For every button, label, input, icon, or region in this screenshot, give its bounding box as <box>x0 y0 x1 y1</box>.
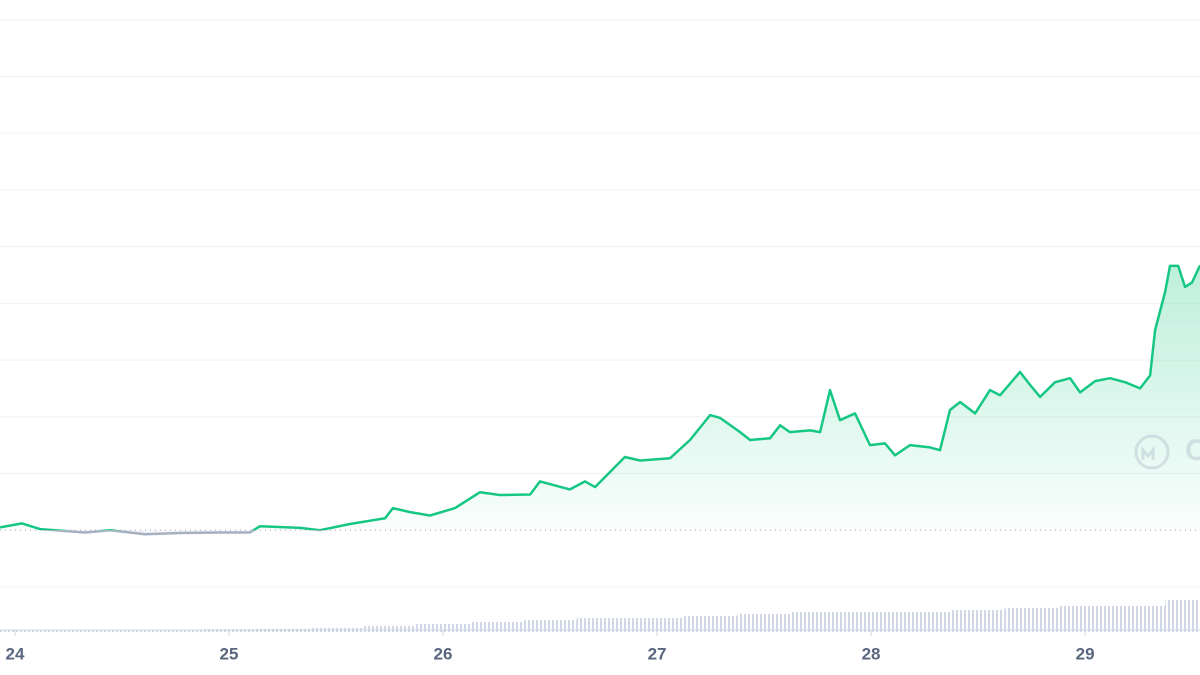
x-axis: 24 25 26 27 28 29 <box>0 629 1200 663</box>
price-line <box>0 264 1200 536</box>
volume-bar <box>630 618 684 632</box>
volume-bar <box>1111 606 1166 632</box>
volume-bar <box>683 616 738 632</box>
volume-bar <box>416 624 470 632</box>
volume-bar <box>790 612 845 632</box>
volume-bar <box>576 618 631 632</box>
volume-bar <box>737 614 791 632</box>
volume-bar <box>1058 606 1112 632</box>
x-tick-label: 28 <box>862 644 881 663</box>
volume-bar <box>951 610 1005 632</box>
volume-bar <box>844 612 898 632</box>
volume <box>0 600 1200 632</box>
x-tick-label: 29 <box>1076 644 1095 663</box>
x-tick-label: 27 <box>648 644 667 663</box>
volume-bar <box>469 622 524 632</box>
volume-bar <box>1165 600 1200 632</box>
x-tick-label: 25 <box>220 644 239 663</box>
volume-bar <box>362 626 417 632</box>
volume-bar <box>0 630 42 632</box>
volume-bar <box>897 612 952 632</box>
watermark-text: C <box>1185 434 1200 467</box>
area-above <box>0 265 1200 531</box>
volume-bar <box>95 630 149 632</box>
volume-bar <box>41 630 96 632</box>
volume-bar <box>148 630 203 632</box>
volume-bar <box>1004 608 1059 632</box>
line-up <box>0 264 1200 531</box>
x-tick-label: 24 <box>6 644 25 663</box>
x-tick-label: 26 <box>434 644 453 663</box>
volume-bar <box>523 620 577 632</box>
watermark: C <box>1134 434 1200 470</box>
price-area <box>0 265 1200 535</box>
